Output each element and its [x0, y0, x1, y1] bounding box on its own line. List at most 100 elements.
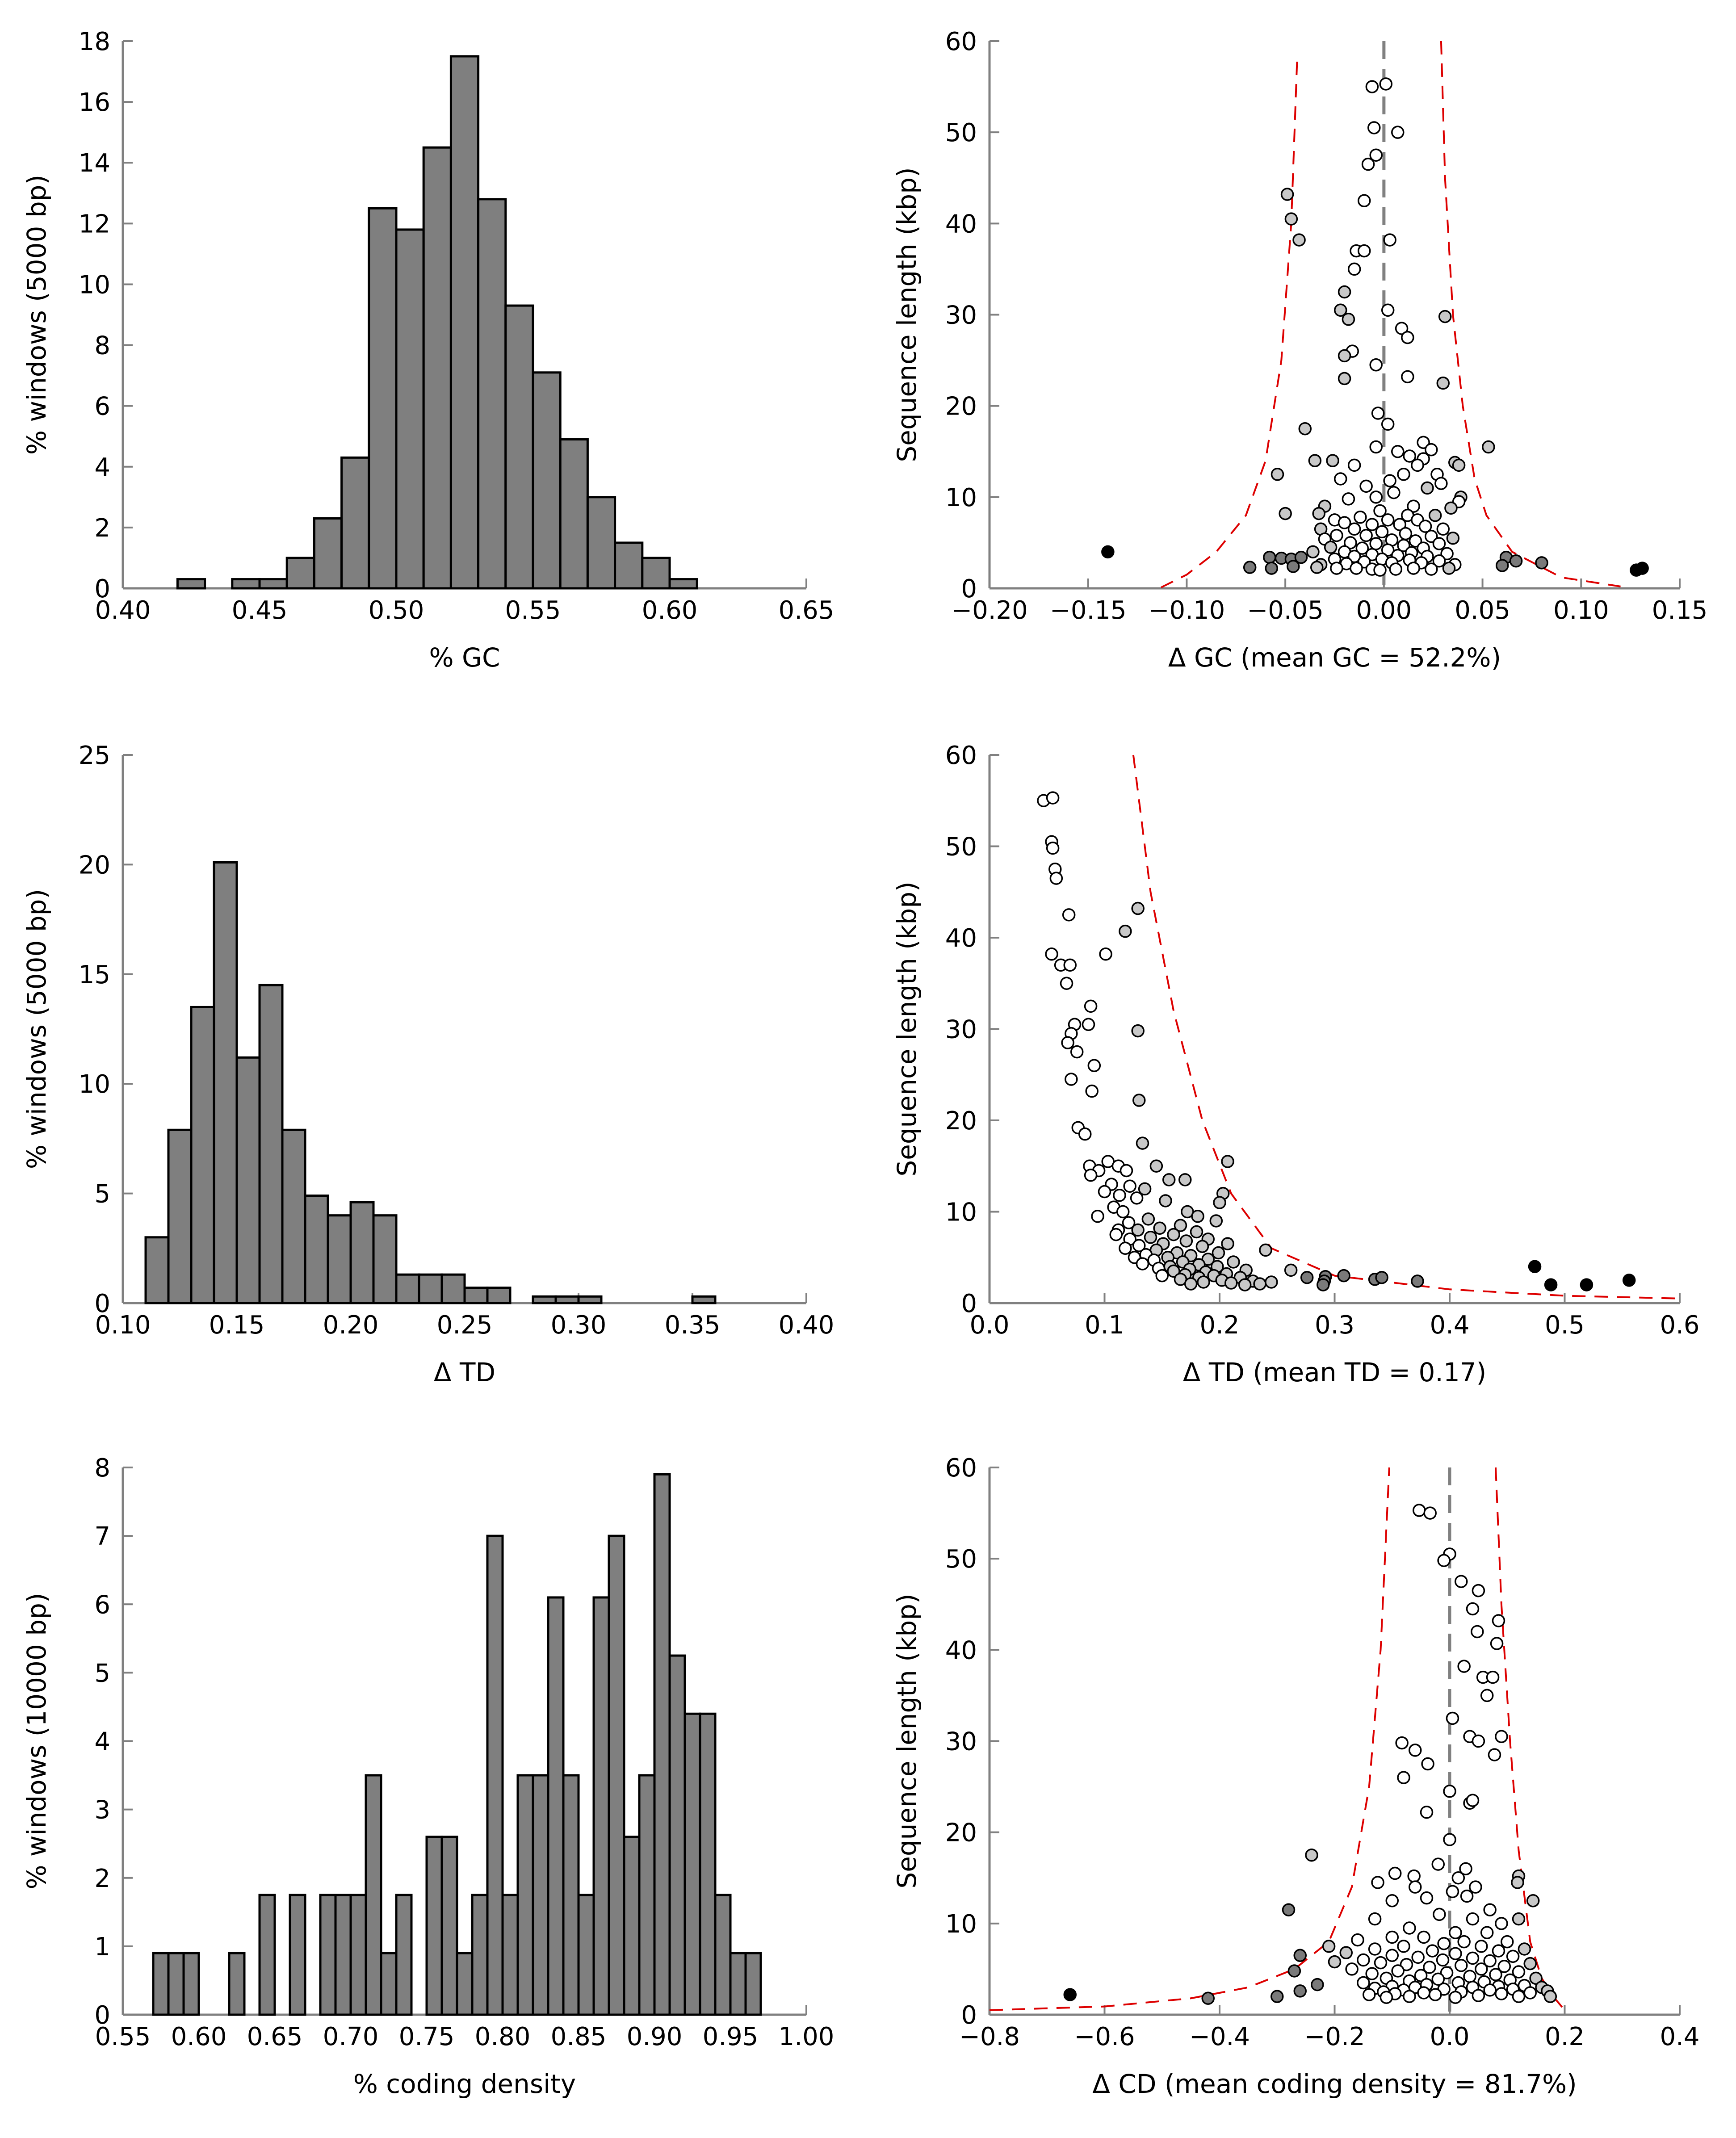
scatter-point [1153, 1221, 1166, 1235]
y-tick-label: 30 [945, 301, 977, 330]
scatter-point [1512, 1912, 1526, 1926]
scatter-point [1417, 1930, 1430, 1944]
scatter-point [1368, 1942, 1382, 1956]
scatter-point [1324, 541, 1338, 554]
scatter-point [1489, 1968, 1502, 1981]
scatter-point [1501, 1935, 1514, 1949]
histogram-bar [395, 1273, 420, 1304]
histogram-bar [258, 578, 288, 590]
y-tick-label: 25 [79, 741, 110, 770]
scatter-point [1436, 1953, 1450, 1967]
scatter-point [1123, 1179, 1136, 1193]
scatter-point [1371, 407, 1385, 420]
scatter-point [1420, 1891, 1434, 1905]
bars [144, 861, 717, 1304]
histogram-bar [714, 1894, 732, 2016]
x-axis-label: % GC [429, 642, 500, 673]
histogram-bar [380, 1952, 398, 2016]
threshold-curve [990, 1467, 1390, 2011]
scatter-point [1091, 1209, 1104, 1223]
scatter-point [1294, 550, 1308, 564]
scatter-point [1279, 507, 1292, 520]
scatter-point [1138, 1182, 1152, 1196]
scatter-point [1438, 310, 1452, 323]
scatter-point [1292, 233, 1306, 247]
scatter-point [1482, 440, 1495, 454]
scatter-point [1167, 1228, 1180, 1241]
scatter-point [1259, 1243, 1272, 1257]
scatter-point [1463, 1970, 1476, 1983]
histogram-bar [176, 578, 206, 590]
scatter-point [1414, 1969, 1428, 1982]
histogram-bar [691, 1295, 717, 1304]
histogram-bar [167, 1128, 193, 1304]
histogram-bar [744, 1952, 762, 2016]
scatter-point [1480, 1926, 1494, 1939]
histogram-bar [592, 1596, 610, 2016]
scatter-point [1442, 562, 1456, 575]
scatter-point [1383, 233, 1396, 247]
scatter-point [1429, 1988, 1442, 2001]
x-tick-label: −0.8 [959, 2022, 1020, 2051]
scatter-point [1330, 528, 1343, 542]
x-tick-label: 1.00 [779, 2022, 834, 2051]
y-tick-label: 15 [79, 960, 110, 989]
scatter-point [1466, 1602, 1480, 1616]
histogram-bar [304, 1195, 329, 1304]
scatter-point [1284, 1263, 1298, 1277]
scatter-point [1347, 458, 1361, 472]
scatter-point [1359, 528, 1373, 542]
y-tick-label: 0 [94, 574, 110, 604]
scatter-point [1263, 550, 1276, 564]
scatter-point [1109, 1228, 1123, 1241]
scatter-point [1084, 999, 1098, 1013]
scatter-point [1300, 1270, 1314, 1284]
scatter-point [1506, 1949, 1520, 1963]
y-tick-label: 0 [94, 1289, 110, 1318]
scatter-point [1421, 1757, 1434, 1771]
scatter-point [1486, 1670, 1500, 1684]
histogram-bar [258, 984, 284, 1304]
x-tick-label: 0.10 [95, 1311, 151, 1340]
chart-panel-4: 0.0 0.1 0.2 0.3 0.4 0.5 0.6 0 10 20 30 40 50 60 Δ TD (… [892, 741, 1700, 1388]
x-tick-label: 0.15 [209, 1311, 265, 1340]
scatter-point [1120, 1164, 1133, 1178]
scatter-point [1350, 562, 1363, 575]
scatter-point [1305, 1848, 1318, 1862]
histogram-bar [516, 1774, 534, 2016]
scatter-point [1472, 1584, 1485, 1597]
x-tick-label: 0.0 [1430, 2022, 1469, 2051]
scatter-point [1460, 1889, 1474, 1903]
scatter-point [1403, 1921, 1416, 1935]
x-tick-label: 0.4 [1660, 2022, 1699, 2051]
scatter-point [1060, 977, 1073, 990]
y-tick-label: 6 [94, 392, 110, 421]
chart-panel-1: 0.40 0.45 0.50 0.55 0.60 0.65 0 2 4 6 8 10 12 14 16 18%… [21, 27, 834, 673]
y-tick-label: 50 [945, 1545, 977, 1574]
x-tick-label: 0.90 [627, 2022, 683, 2051]
scatter-point [1149, 1159, 1163, 1173]
scatter-point [1369, 490, 1383, 504]
x-axis-label: Δ CD (mean coding density = 81.7%) [1092, 2069, 1577, 2099]
x-axis-label: Δ GC (mean GC = 52.2%) [1168, 642, 1501, 673]
scatter-point [1132, 1239, 1146, 1252]
x-tick-label: 0.55 [95, 2022, 151, 2051]
y-tick-label: 12 [79, 210, 110, 239]
x-tick-label: 0.60 [171, 2022, 227, 2051]
scatter-point [1455, 1575, 1468, 1588]
scatter-point [1162, 1173, 1176, 1186]
scatter-point [1359, 479, 1373, 493]
scatter-point [1466, 1794, 1480, 1807]
y-tick-label: 10 [945, 483, 977, 512]
histogram-bar [190, 1006, 215, 1304]
scatter-point [1238, 1278, 1252, 1291]
histogram-bar [668, 1654, 686, 2016]
y-tick-label: 60 [945, 741, 977, 770]
scatter-point [1098, 1185, 1111, 1199]
scatter-point [1099, 947, 1112, 961]
scatter-point [1190, 1225, 1203, 1239]
scatter-point [1375, 1270, 1388, 1284]
y-tick-label: 30 [945, 1727, 977, 1757]
scatter-point [1357, 244, 1371, 258]
scatter-point [1195, 1240, 1209, 1253]
